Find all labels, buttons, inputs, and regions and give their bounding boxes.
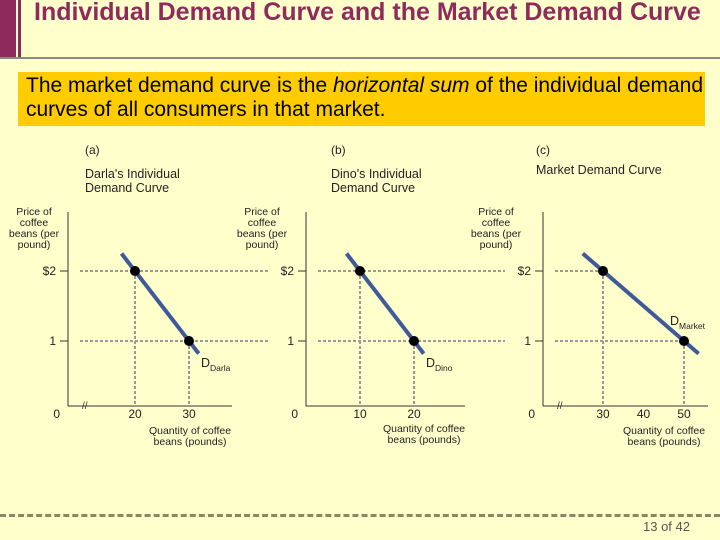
x-axis-label-line: beans (pounds) [628, 436, 701, 448]
x-tick-label: 10 [353, 407, 367, 421]
panel-title-line: Darla's Individual [85, 167, 180, 181]
panel-label: (a) [85, 143, 100, 157]
curve-label-sub: Dino [435, 363, 453, 373]
callout-emphasis: horizontal sum [332, 74, 470, 97]
x-axis-label-line: Quantity of coffee [149, 425, 231, 437]
curve-label: DDino [426, 356, 453, 373]
curve-label: DMarket [670, 314, 706, 331]
data-point [130, 266, 140, 276]
data-point [598, 266, 608, 276]
y-axis-label-line: Price of [244, 206, 280, 218]
x-tick-label: 40 [637, 407, 651, 421]
curve-label-sub: Darla [210, 363, 231, 373]
y-axis-label-line: Price of [16, 206, 52, 218]
y-axis-label-line: beans (per [471, 228, 522, 240]
curve-label-main: D [201, 356, 210, 370]
chart-panel-1: (a) Darla's Individual Demand Curve Price o… [9, 143, 268, 448]
title-accent-bar [0, 0, 16, 58]
x-axis-label: Quantity of coffee beans (pounds) [623, 425, 705, 448]
data-point [679, 336, 689, 346]
x-tick-label: 20 [407, 407, 421, 421]
panel-title-line: Demand Curve [85, 181, 169, 195]
y-axis-label: Price of coffee beans (per pound) [237, 206, 288, 251]
x-axis-label-line: Quantity of coffee [383, 423, 465, 435]
origin-label: 0 [291, 407, 298, 421]
y-axis-label-line: coffee [248, 217, 277, 229]
y-axis-label-line: coffee [20, 217, 49, 229]
footer-divider [0, 514, 720, 517]
x-tick-label: 30 [596, 407, 610, 421]
x-tick-label: 50 [677, 407, 691, 421]
y-tick-label: 1 [287, 334, 294, 348]
panel-label: (b) [331, 143, 346, 157]
chart-panel-2: (b) Dino's Individual Demand Curve Price of… [237, 143, 505, 446]
data-point [355, 266, 365, 276]
origin-label: 0 [53, 407, 60, 421]
panel-title: Market Demand Curve [536, 163, 662, 177]
panel-label: (c) [536, 143, 550, 157]
y-tick-label: 1 [49, 334, 56, 348]
panel-title-line: Demand Curve [331, 181, 415, 195]
y-axis-label: Price of coffee beans (per pound) [471, 206, 522, 251]
axis-break-mark: // [82, 401, 88, 412]
x-tick-label: 30 [182, 407, 196, 421]
x-axis-label-line: beans (pounds) [388, 434, 461, 446]
y-axis-label-line: Price of [478, 206, 514, 218]
y-axis-label-line: beans (per [9, 228, 60, 240]
y-axis-label-line: pound) [246, 239, 279, 251]
data-point [184, 336, 194, 346]
y-tick-label: $2 [43, 264, 57, 278]
y-axis-label-line: beans (per [237, 228, 288, 240]
panel-title: Dino's Individual Demand Curve [331, 167, 422, 195]
page-number: 13 of 42 [643, 519, 690, 534]
callout-post: of the individual demand curves of all c… [26, 74, 704, 121]
axis-break-mark: // [557, 401, 563, 412]
y-tick-label: $2 [281, 264, 295, 278]
x-axis-label-line: beans (pounds) [154, 436, 227, 448]
y-axis-label-line: pound) [18, 239, 51, 251]
curve-label-main: D [426, 356, 435, 370]
y-tick-label: $2 [518, 264, 532, 278]
curve-label-main: D [670, 314, 679, 328]
callout-pre: The market demand curve is the [26, 74, 333, 97]
x-tick-label: 20 [128, 407, 142, 421]
curve-label: DDarla [201, 356, 231, 373]
x-axis-label-line: Quantity of coffee [623, 425, 705, 437]
y-axis-label: Price of coffee beans (per pound) [9, 206, 60, 251]
origin-label: 0 [528, 407, 535, 421]
panel-title: Darla's Individual Demand Curve [85, 167, 180, 195]
y-axis-label-line: coffee [482, 217, 511, 229]
callout-text: The market demand curve is the horizonta… [18, 72, 705, 122]
panel-title-line: Dino's Individual [331, 167, 422, 181]
curve-label-sub: Market [679, 321, 706, 331]
data-point [409, 336, 419, 346]
x-axis-label: Quantity of coffee beans (pounds) [149, 425, 231, 448]
callout-box: The market demand curve is the horizonta… [18, 72, 705, 126]
x-axis-label: Quantity of coffee beans (pounds) [383, 423, 465, 446]
title-divider [0, 57, 720, 59]
y-axis-label-line: pound) [480, 239, 513, 251]
title-accent-line [18, 0, 21, 58]
y-tick-label: 1 [524, 334, 531, 348]
slide-title: Individual Demand Curve and the Market D… [34, 0, 701, 26]
